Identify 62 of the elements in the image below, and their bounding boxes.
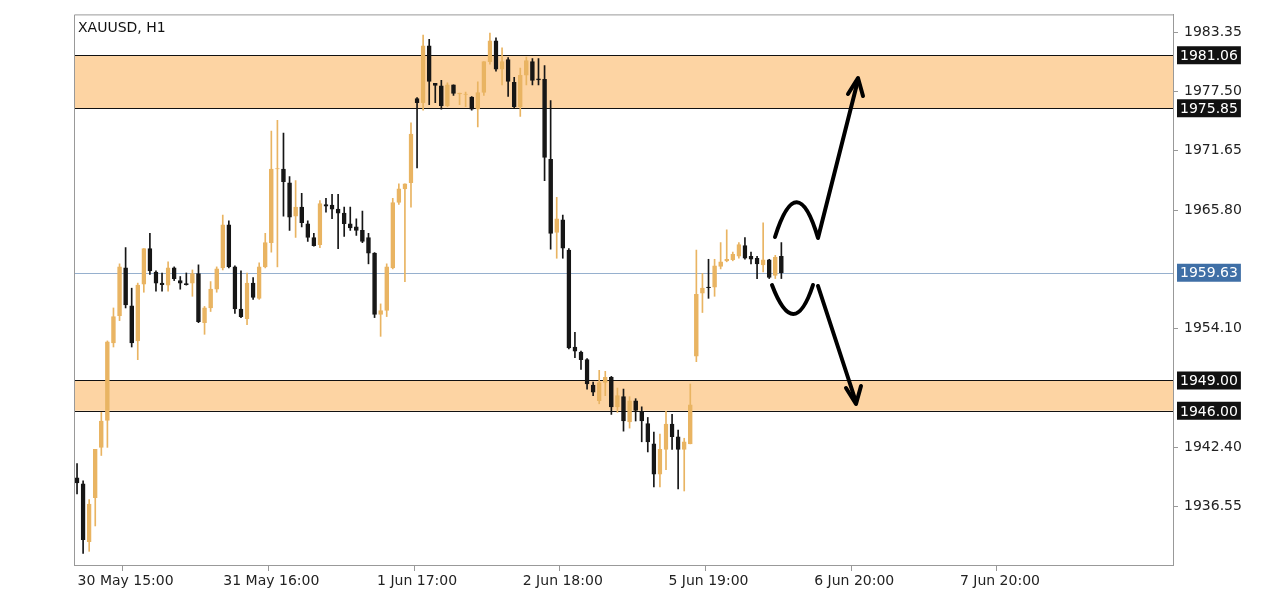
candlestick (700, 273, 705, 313)
candlestick (354, 218, 359, 236)
candlestick (177, 276, 183, 290)
ref-line-label: 1975.85 (1180, 99, 1238, 116)
candlestick (111, 307, 116, 348)
candlestick (694, 249, 699, 363)
candlestick (445, 82, 450, 107)
candlestick (190, 269, 195, 297)
candlestick (602, 371, 608, 396)
y-tick-label: 1971.65 (1184, 141, 1242, 158)
x-tick-label: 31 May 16:00 (223, 572, 320, 589)
candlestick (530, 58, 535, 86)
x-tick-label: 2 Jun 18:00 (522, 572, 603, 589)
candlestick (98, 412, 104, 456)
x-tick-label: 30 May 15:00 (77, 572, 174, 589)
candlestick (299, 193, 305, 228)
candlestick (214, 266, 220, 293)
y-tick-label: 1954.10 (1184, 319, 1242, 336)
candlestick (554, 197, 560, 259)
x-tick-label: 1 Jun 17:00 (377, 572, 458, 589)
candlestick (712, 258, 717, 297)
candlestick (117, 263, 122, 321)
x-tick-label: 5 Jun 19:00 (668, 572, 749, 589)
candlestick (681, 437, 687, 492)
candlestick (105, 340, 110, 448)
chart-title: XAUUSD, H1 (78, 19, 166, 36)
candlestick (360, 210, 365, 243)
candlestick (451, 84, 456, 96)
y-tick-label: 1977.50 (1184, 82, 1242, 99)
candlestick (281, 132, 286, 217)
candlestick (347, 206, 353, 231)
candlestick (536, 58, 541, 86)
candlestick (378, 303, 383, 337)
ref-line-label: 1946.00 (1180, 402, 1238, 419)
candlestick (123, 247, 128, 309)
candlestick (779, 242, 784, 279)
y-tick-label: 1936.55 (1184, 497, 1242, 514)
candlestick (706, 258, 711, 299)
candlestick (269, 130, 274, 253)
candlestick (718, 242, 723, 270)
ref-line-label: 1981.06 (1180, 47, 1238, 64)
y-tick-label: 1942.40 (1184, 438, 1242, 455)
candlestick (196, 264, 201, 323)
candlestick (372, 252, 377, 318)
candlestick (202, 306, 207, 335)
y-tick-label: 1965.80 (1184, 200, 1242, 217)
ref-line-label: 1959.63 (1180, 264, 1238, 281)
candlestick (432, 83, 438, 103)
x-tick-label: 6 Jun 20:00 (814, 572, 895, 589)
candlestick (323, 198, 329, 213)
y-tick-label: 1983.35 (1184, 22, 1242, 39)
candlestick (524, 56, 529, 86)
candlestick (208, 281, 213, 312)
candlestick (287, 176, 292, 231)
candlestick (129, 287, 135, 348)
ref-line-label: 1949.00 (1180, 372, 1238, 389)
candlestick (615, 387, 620, 413)
candlestick (627, 396, 632, 429)
candlestick (457, 92, 462, 105)
candlestick (293, 180, 298, 238)
x-tick-label: 7 Jun 20:00 (959, 572, 1040, 589)
candlestick (366, 233, 371, 265)
